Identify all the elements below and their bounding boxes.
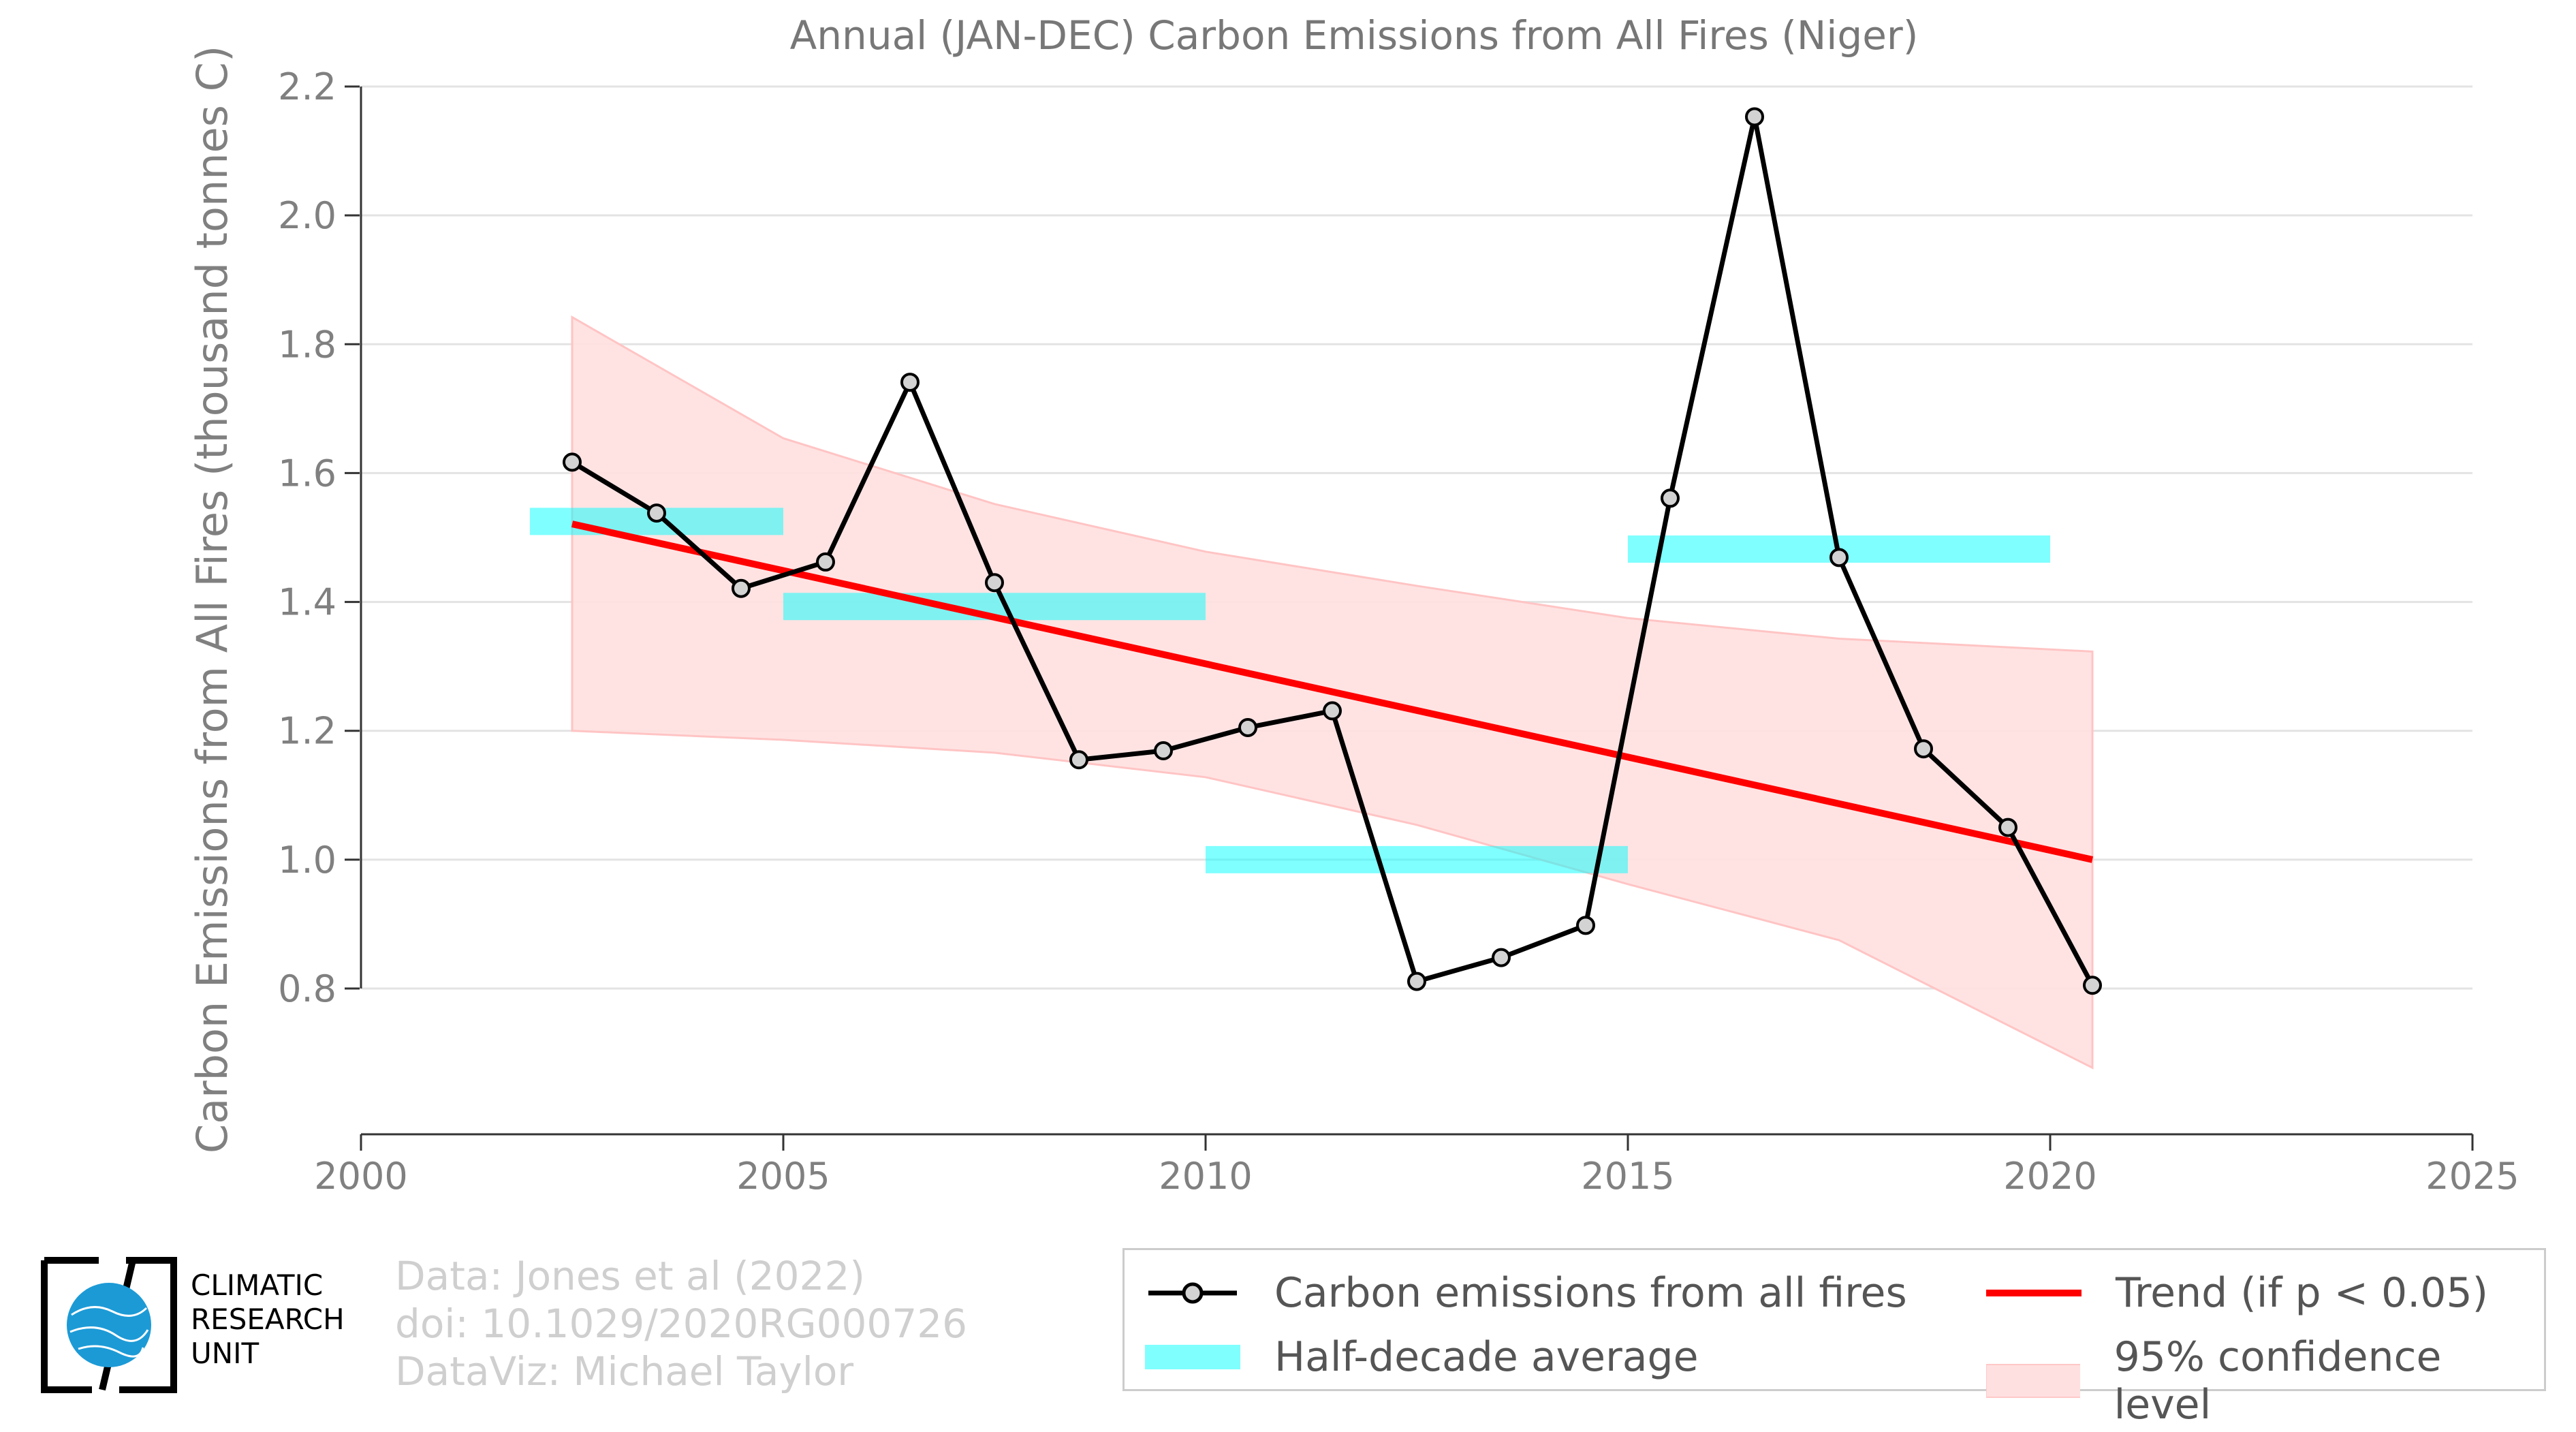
data-point-2 [732, 578, 751, 598]
x-tick-label-3: 2015 [1581, 1155, 1674, 1198]
logo-line-3: UNIT [191, 1337, 260, 1370]
cru-globe-icon [41, 1257, 177, 1393]
y-tick-label-7: 2.2 [278, 65, 336, 108]
y-tick-label-0: 0.8 [278, 967, 336, 1010]
credit-dataviz: DataViz: Michael Taylor [395, 1348, 854, 1395]
data-point-9 [1323, 701, 1342, 721]
chart-title: Annual (JAN-DEC) Carbon Emissions from A… [790, 12, 1919, 59]
x-tick-label-5: 2025 [2425, 1155, 2519, 1198]
data-point-12 [1576, 916, 1595, 935]
x-tick-label-2: 2010 [1159, 1155, 1252, 1198]
legend-item-emissions: Carbon emissions from all fires [1145, 1269, 1907, 1317]
legend-swatch-trend [1986, 1290, 2082, 1296]
x-tick-label-4: 2020 [2003, 1155, 2096, 1198]
credit-doi: doi: 10.1029/2020RG000726 [395, 1301, 968, 1347]
legend-item-trend: Trend (if p < 0.05) [1986, 1269, 2488, 1317]
y-tick-label-3: 1.4 [278, 581, 336, 624]
data-point-3 [816, 552, 835, 572]
credits: Data: Jones et al (2022) doi: 10.1029/20… [395, 1252, 967, 1395]
logo-line-1: CLIMATIC [191, 1268, 324, 1302]
data-point-8 [1238, 717, 1257, 737]
emissions-series [563, 107, 2102, 995]
trend-line [571, 520, 2094, 863]
y-tick-label-5: 1.8 [278, 323, 336, 366]
data-point-13 [1661, 488, 1680, 508]
y-axis-label: Carbon Emissions from All Fires (thousan… [187, 46, 237, 1153]
credit-data: Data: Jones et al (2022) [395, 1253, 865, 1299]
data-point-1 [647, 503, 666, 523]
data-point-10 [1407, 971, 1426, 991]
legend-swatch-half-decade [1145, 1345, 1240, 1369]
legend-item-half-decade: Half-decade average [1145, 1333, 1699, 1381]
y-tick-label-6: 2.0 [278, 194, 336, 237]
data-point-5 [985, 573, 1004, 593]
chart: 0.8 1.0 1.2 1.4 1.6 1.8 2.0 2.2 2000 2005 2010 2015… [187, 12, 2519, 1198]
data-point-15 [1829, 548, 1849, 567]
x-tick-label-1: 2005 [736, 1155, 830, 1198]
y-tick-label-4: 1.6 [278, 452, 336, 495]
data-point-11 [1492, 948, 1511, 967]
logo-line-2: RESEARCH [191, 1303, 345, 1336]
cru-logo: CLIMATIC RESEARCH UNIT [37, 1254, 364, 1397]
x-tick-label-0: 2000 [314, 1155, 407, 1198]
legend-item-confidence: 95% confidence level [1986, 1333, 2544, 1429]
y-tick-label-1: 1.0 [278, 839, 336, 882]
axes: 0.8 1.0 1.2 1.4 1.6 1.8 2.0 2.2 2000 2005 2010 2015… [278, 65, 2519, 1198]
data-point-14 [1745, 107, 1764, 127]
data-point-4 [900, 373, 920, 392]
data-point-17 [1998, 818, 2017, 837]
legend-label-half-decade: Half-decade average [1274, 1333, 1699, 1381]
legend-swatch-confidence [1986, 1364, 2080, 1398]
trend-line-group [571, 520, 2094, 863]
legend-swatch-emissions [1148, 1282, 1237, 1304]
data-point-7 [1154, 741, 1173, 761]
data-point-16 [1914, 739, 1933, 759]
data-point-0 [563, 452, 582, 472]
y-tick-label-2: 1.2 [278, 710, 336, 753]
legend-label-emissions: Carbon emissions from all fires [1274, 1269, 1907, 1317]
legend-label-confidence: 95% confidence level [2114, 1333, 2442, 1429]
legend: Carbon emissions from all fires Half-dec… [1122, 1248, 2546, 1429]
data-point-18 [2083, 976, 2102, 995]
data-point-6 [1069, 750, 1088, 770]
legend-label-trend: Trend (if p < 0.05) [2116, 1269, 2489, 1317]
